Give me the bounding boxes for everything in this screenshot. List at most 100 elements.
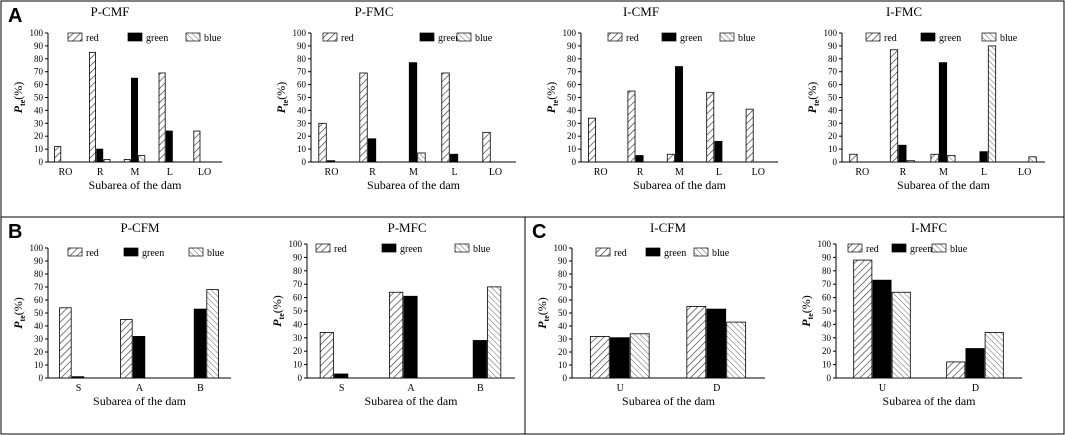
y-tick-label: 30 bbox=[822, 333, 832, 343]
legend-label-red: red bbox=[341, 33, 354, 44]
x-tick-label: RO bbox=[325, 167, 339, 178]
y-tick-label: 40 bbox=[822, 319, 832, 329]
bar-red-a bbox=[389, 291, 404, 379]
y-tick-label: 40 bbox=[558, 321, 568, 331]
y-tick-label: 0 bbox=[833, 157, 838, 167]
y-tick-label: 70 bbox=[34, 282, 44, 292]
x-tick-label: S bbox=[76, 383, 82, 394]
y-tick-label: 10 bbox=[34, 360, 44, 370]
y-tick-label: 10 bbox=[297, 144, 307, 154]
x-tick-label: B bbox=[477, 383, 484, 394]
y-tick-label: 0 bbox=[302, 157, 307, 167]
y-axis-label-unit: (%) bbox=[11, 82, 25, 100]
x-tick-label: M bbox=[939, 167, 948, 178]
legend-swatch-red bbox=[67, 32, 83, 42]
x-tick-label: B bbox=[197, 383, 204, 394]
legend-swatch-red bbox=[607, 32, 623, 42]
y-tick-label: 0 bbox=[827, 373, 832, 383]
bar-green-u bbox=[872, 279, 892, 379]
panel-c-border bbox=[524, 216, 1065, 435]
y-tick-label: 50 bbox=[822, 306, 832, 316]
x-tick-label: R bbox=[637, 167, 644, 178]
legend-label-red: red bbox=[86, 33, 99, 44]
y-tick-label: 50 bbox=[34, 93, 44, 103]
chart-title: I-CMF bbox=[623, 4, 659, 19]
y-tick-label: 10 bbox=[567, 144, 577, 154]
y-axis-label-unit: (%) bbox=[805, 82, 819, 100]
chart-title: P-CFM bbox=[120, 220, 159, 235]
y-tick-label: 60 bbox=[297, 80, 307, 90]
y-axis-label: Pte(%) bbox=[270, 295, 286, 327]
bar-red-lo bbox=[745, 108, 754, 163]
y-tick-label: 70 bbox=[297, 67, 307, 77]
legend-label-red: red bbox=[626, 33, 639, 44]
x-axis-label: Subarea of the dam bbox=[89, 178, 183, 192]
y-tick-label: 40 bbox=[297, 105, 307, 115]
x-tick-label: U bbox=[879, 383, 887, 394]
y-axis-label: Pte(%) bbox=[274, 82, 290, 114]
y-tick-label: 0 bbox=[572, 157, 577, 167]
legend-label-green: green bbox=[142, 248, 164, 259]
legend-swatch-blue bbox=[693, 247, 709, 257]
y-axis-label-sub: te bbox=[18, 315, 27, 322]
y-tick-label: 20 bbox=[828, 131, 838, 141]
bar-red-lo bbox=[482, 131, 491, 163]
bar-green-m bbox=[675, 66, 683, 163]
x-tick-label: L bbox=[167, 167, 173, 178]
x-tick-label: D bbox=[713, 383, 720, 394]
legend-swatch-green bbox=[645, 247, 661, 257]
y-tick-label: 30 bbox=[567, 118, 577, 128]
legend-swatch-blue bbox=[981, 32, 997, 42]
y-tick-label: 60 bbox=[34, 295, 44, 305]
y-tick-label: 70 bbox=[822, 279, 832, 289]
x-tick-label: S bbox=[339, 383, 345, 394]
panel-letter-c: C bbox=[532, 221, 546, 243]
bar-blue-d bbox=[726, 321, 747, 379]
y-tick-label: 80 bbox=[293, 266, 303, 276]
y-axis-label-main: P bbox=[274, 105, 288, 113]
y-tick-label: 40 bbox=[293, 319, 303, 329]
chart-title: P-CMF bbox=[90, 4, 129, 19]
legend-swatch-green bbox=[123, 247, 139, 257]
legend-label-blue: blue bbox=[1000, 33, 1018, 44]
y-axis-label-main: P bbox=[11, 321, 25, 329]
x-tick-label: RO bbox=[855, 167, 869, 178]
legend-label-blue: blue bbox=[738, 33, 756, 44]
y-tick-label: 50 bbox=[828, 93, 838, 103]
bar-red-l bbox=[441, 72, 450, 163]
y-axis-label-sub: te bbox=[281, 99, 290, 106]
bar-red-m bbox=[666, 153, 675, 163]
y-tick-label: 30 bbox=[828, 118, 838, 128]
y-tick-label: 30 bbox=[34, 118, 44, 128]
legend-label-green: green bbox=[664, 248, 686, 259]
bar-green-r bbox=[96, 148, 104, 163]
x-tick-label: M bbox=[409, 167, 418, 178]
legend-label-green: green bbox=[438, 33, 460, 44]
bar-red-s bbox=[59, 307, 72, 379]
bar-green-u bbox=[609, 337, 630, 379]
chart-i-mfc: I-MFC 0 10 20 30 40 50 60 70 80 90 100 Pte(%) U DSubar… bbox=[799, 220, 1022, 408]
y-tick-label: 80 bbox=[567, 54, 577, 64]
legend-swatch-blue bbox=[185, 32, 201, 42]
y-tick-label: 100 bbox=[293, 28, 307, 38]
chart-title: P-MFC bbox=[387, 220, 426, 235]
y-tick-label: 10 bbox=[34, 144, 44, 154]
bar-green-ro bbox=[326, 160, 336, 163]
y-tick-label: 50 bbox=[34, 308, 44, 318]
legend-swatch-green bbox=[891, 243, 907, 253]
bar-blue-l bbox=[987, 45, 997, 163]
x-tick-label: LO bbox=[489, 167, 502, 178]
bar-green-l bbox=[714, 140, 723, 163]
x-tick-label: LO bbox=[198, 167, 211, 178]
x-tick-label: RO bbox=[58, 167, 72, 178]
bar-green-s bbox=[334, 373, 349, 379]
y-tick-label: 30 bbox=[297, 118, 307, 128]
bar-blue-r bbox=[103, 159, 111, 163]
legend-label-blue: blue bbox=[207, 248, 225, 259]
y-axis-label-unit: (%) bbox=[535, 297, 549, 315]
chart-p-mfc: P-MFC 0 10 20 30 40 50 60 70 80 90 100 Pte(%) S A B Suba… bbox=[270, 220, 515, 408]
x-tick-label: A bbox=[136, 383, 144, 394]
x-axis-label: Subarea of the dam bbox=[897, 178, 991, 192]
bar-green-r bbox=[635, 155, 644, 163]
legend-label-red: red bbox=[866, 244, 879, 255]
